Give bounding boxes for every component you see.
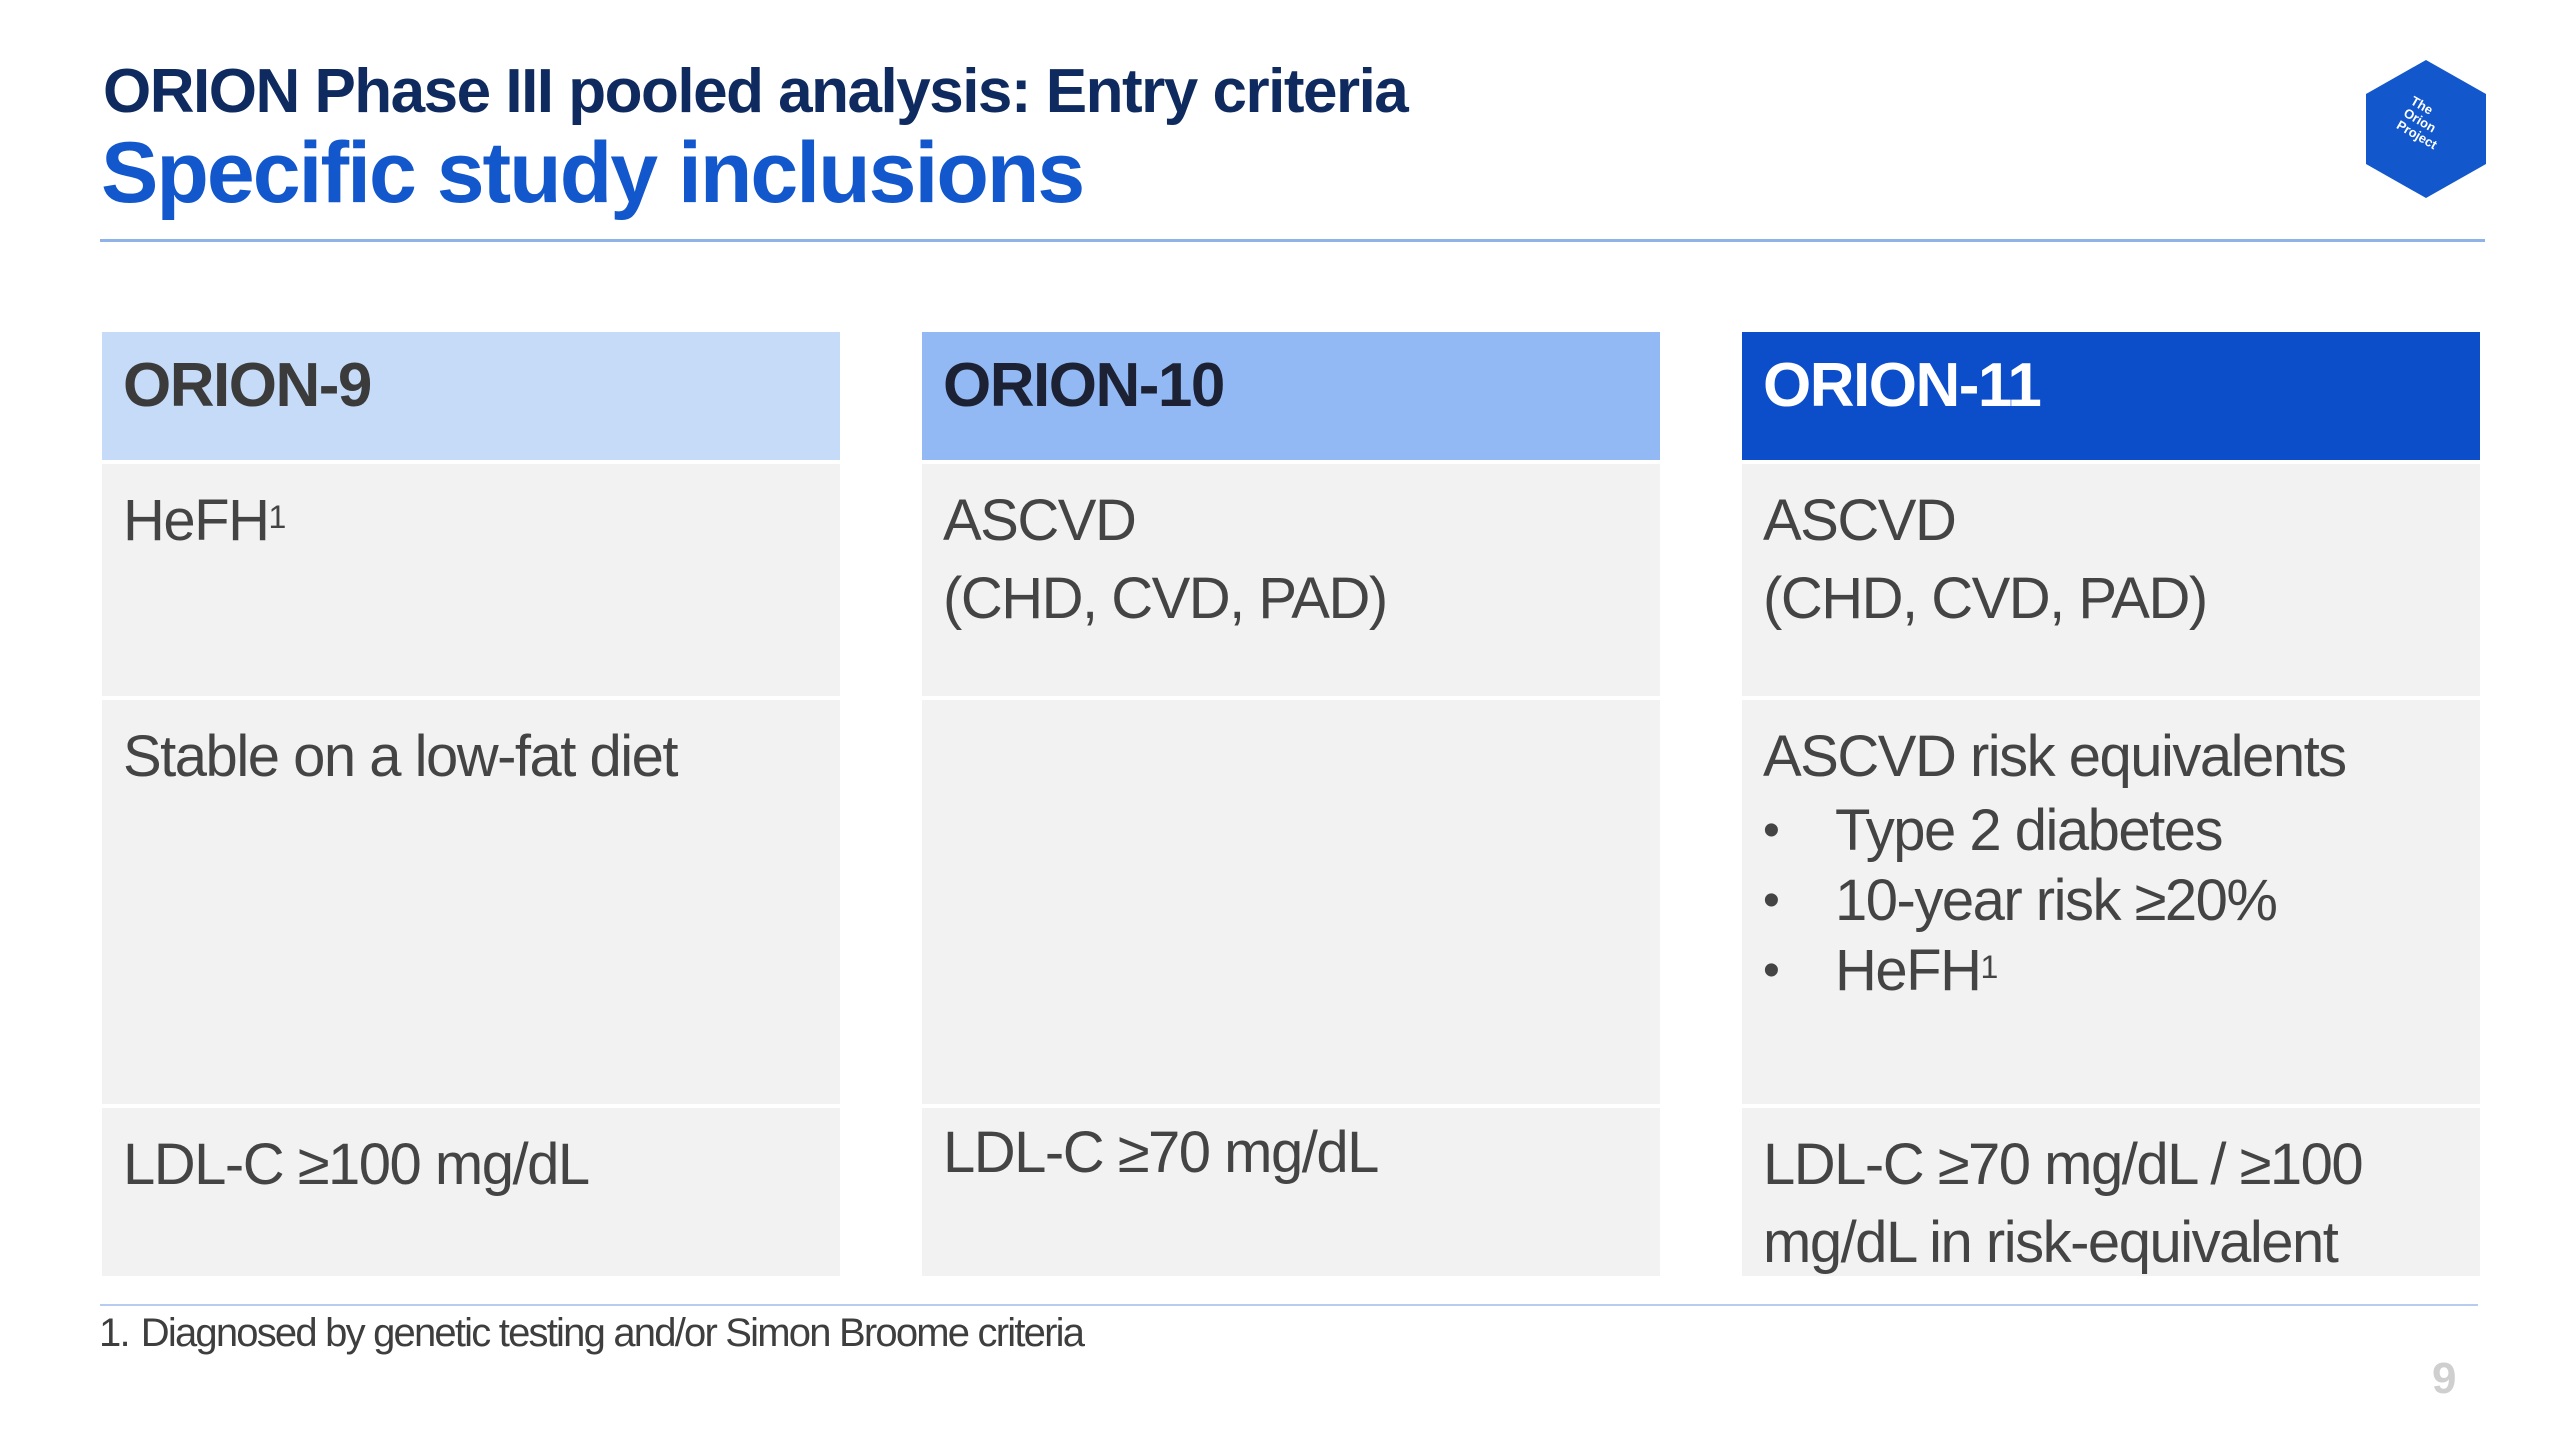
orion-10-ldl-cell: LDL-C ≥70 mg/dL (922, 1108, 1660, 1276)
orion-11-population-cell: ASCVD (CHD, CVD, PAD) (1742, 464, 2480, 696)
list-item: Type 2 diabetes (1763, 796, 2480, 866)
column-orion-10: ORION-10 ASCVD (CHD, CVD, PAD) LDL-C ≥70… (922, 332, 1660, 1276)
footnote-number: 1. (99, 1311, 131, 1355)
orion-10-population-cell: ASCVD (CHD, CVD, PAD) (922, 464, 1660, 696)
orion-10-ldl: LDL-C ≥70 mg/dL (943, 1120, 1379, 1185)
orion-11-criteria-cell: ASCVD risk equivalents Type 2 diabetes 1… (1742, 700, 2480, 1104)
footnote-divider (100, 1304, 2478, 1306)
orion-10-criteria-cell (922, 700, 1660, 1104)
slide-title: ORION Phase III pooled analysis: Entry c… (103, 57, 1409, 126)
orion-11-criteria-heading: ASCVD risk equivalents (1763, 724, 2347, 789)
orion-9-ldl-cell: LDL-C ≥100 mg/dL (102, 1108, 840, 1276)
orion-9-criteria-cell: Stable on a low-fat diet (102, 700, 840, 1104)
footnote-text: Diagnosed by genetic testing and/or Simo… (140, 1311, 1085, 1355)
column-header-orion-11: ORION-11 (1742, 332, 2480, 460)
orion-11-population-line-1: ASCVD (1763, 488, 1957, 553)
title-divider (100, 239, 2485, 242)
column-header-orion-9: ORION-9 (102, 332, 840, 460)
orion-9-population: HeFH (123, 488, 270, 553)
orion-11-ldl-cell: LDL-C ≥70 mg/dL / ≥100 mg/dL in risk-equ… (1742, 1108, 2480, 1276)
footnote-marker: 1 (1980, 949, 1998, 985)
orion-project-logo: The Orion Project (2366, 60, 2486, 198)
orion-11-ldl-line-1: LDL-C ≥70 mg/dL / ≥100 (1763, 1132, 2364, 1197)
orion-9-criteria: Stable on a low-fat diet (123, 724, 679, 789)
column-orion-9: ORION-9 HeFH1 Stable on a low-fat diet L… (102, 332, 840, 1276)
footnote-marker: 1 (268, 499, 286, 535)
orion-9-ldl: LDL-C ≥100 mg/dL (123, 1132, 590, 1197)
footnote: 1. Diagnosed by genetic testing and/or Si… (99, 1311, 1085, 1356)
page-number: 9 (2432, 1354, 2457, 1403)
orion-9-population-cell: HeFH1 (102, 464, 840, 696)
column-header-orion-10: ORION-10 (922, 332, 1660, 460)
orion-11-population-line-2: (CHD, CVD, PAD) (1763, 566, 2208, 631)
orion-10-population-line-2: (CHD, CVD, PAD) (943, 566, 1388, 631)
slide-subtitle: Specific study inclusions (101, 125, 1085, 221)
list-item: 10-year risk ≥20% (1763, 866, 2480, 936)
orion-11-ldl-line-2: mg/dL in risk-equivalent (1763, 1210, 2339, 1275)
orion-10-population-line-1: ASCVD (943, 488, 1137, 553)
column-orion-11: ORION-11 ASCVD (CHD, CVD, PAD) ASCVD ris… (1742, 332, 2480, 1276)
orion-11-criteria-list: Type 2 diabetes 10-year risk ≥20% HeFH1 (1763, 796, 2480, 1006)
list-item: HeFH1 (1763, 936, 2480, 1006)
